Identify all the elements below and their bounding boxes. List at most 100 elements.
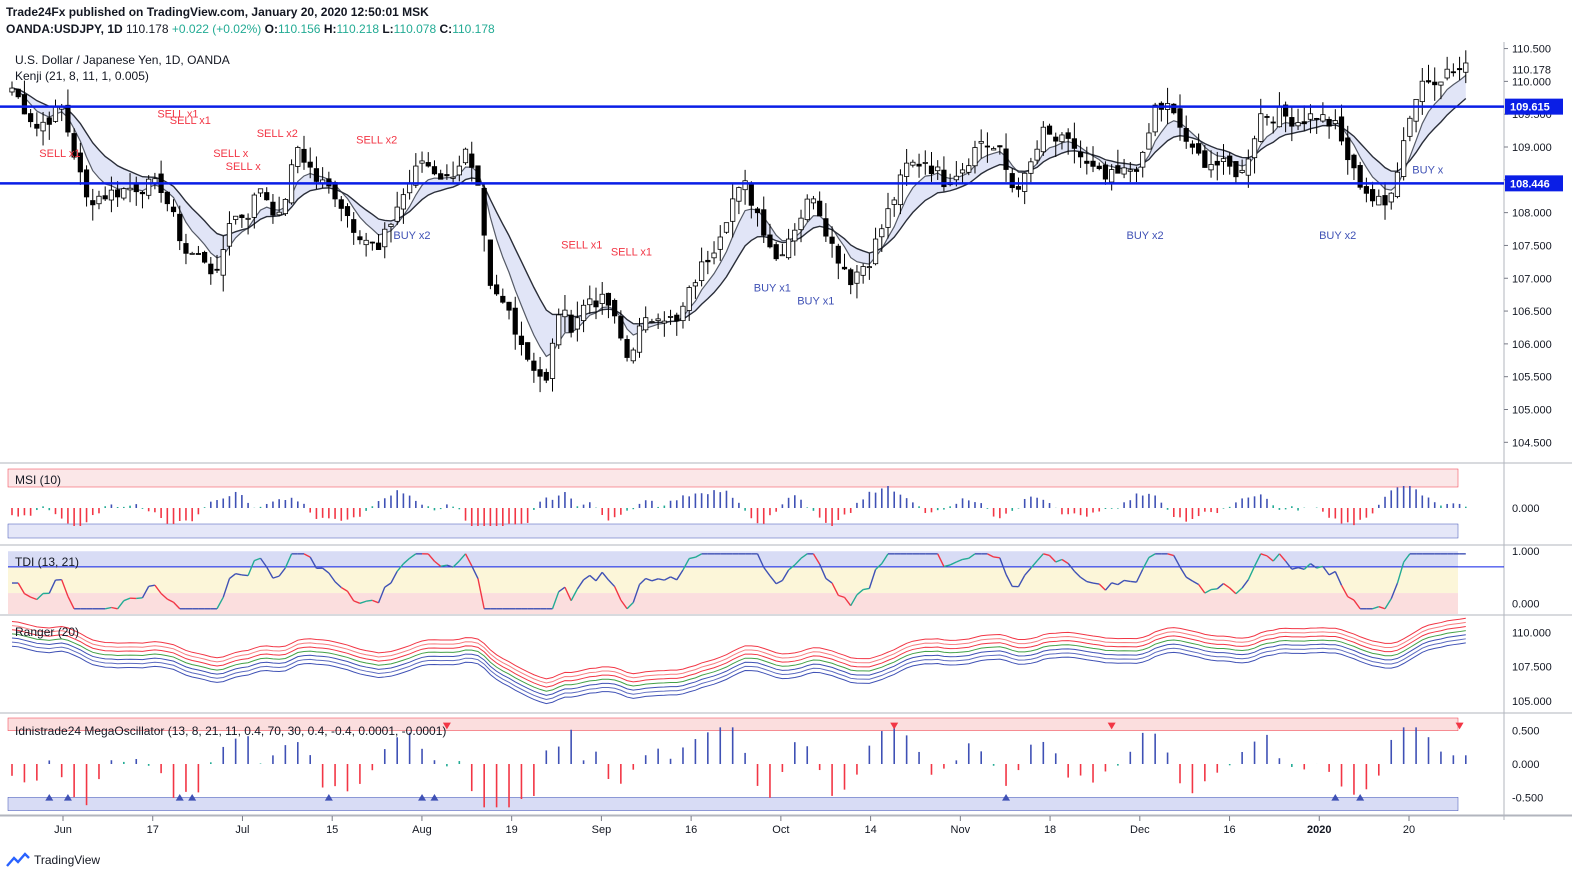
hline-price-tag — [1505, 98, 1563, 115]
candle-body — [1227, 155, 1233, 167]
kenji-cloud — [12, 75, 1466, 357]
main-pane-title: U.S. Dollar / Japanese Yen, 1D, OANDA — [15, 53, 230, 67]
tdi-segment — [1310, 563, 1318, 569]
candle-body — [425, 162, 431, 167]
candle-body — [897, 174, 904, 206]
candle-body — [916, 163, 922, 167]
buy-signal-label: BUY x1 — [797, 296, 834, 308]
tdi-segment — [819, 563, 827, 579]
candle-body — [108, 189, 115, 201]
candle-body — [170, 206, 177, 213]
candle-body — [1283, 104, 1289, 117]
tdi-segment — [968, 553, 976, 559]
tdi-segment — [999, 557, 1007, 575]
candle-body — [189, 252, 195, 255]
tdi-segment — [1185, 576, 1193, 582]
tdi-segment — [17, 582, 26, 594]
candle-body — [1177, 108, 1183, 128]
tdi-segment — [1086, 580, 1094, 584]
tdi-segment — [1266, 555, 1274, 562]
candle-body — [692, 282, 699, 287]
candle-body — [407, 183, 413, 194]
tdi-segment — [1017, 575, 1026, 587]
tdi-segment — [831, 582, 839, 596]
candle-body — [462, 148, 469, 164]
tdi-segment — [1278, 553, 1287, 562]
high-label: H: — [323, 22, 337, 36]
candle-body — [928, 165, 935, 175]
tdi-segment — [1061, 558, 1069, 565]
tdi-segment — [558, 586, 566, 593]
candle-body — [375, 242, 382, 250]
hline-price-label: 109.615 — [1510, 102, 1550, 114]
candle-body — [9, 87, 15, 93]
candle-body — [1115, 165, 1121, 174]
tdi-segment — [1067, 563, 1075, 572]
candle-body — [1202, 150, 1208, 168]
tdi-segment — [1135, 568, 1144, 583]
candle-body — [127, 187, 133, 191]
candle-body — [655, 318, 661, 322]
ranger-band-line — [11, 630, 1466, 692]
candle-body — [984, 145, 991, 148]
tdi-segment — [1073, 570, 1082, 578]
tdi-segment — [856, 589, 864, 596]
candle-body — [1028, 161, 1034, 174]
candle-body — [1407, 117, 1413, 137]
tdi-segment — [1030, 560, 1038, 569]
osc-tick-label: -0.500 — [1512, 792, 1543, 804]
candle-body — [450, 176, 456, 179]
candle-body — [239, 214, 245, 218]
tdi-segment — [30, 596, 38, 601]
tdi-segment — [676, 569, 684, 581]
time-tick-label: 20 — [1403, 824, 1415, 836]
candle-body — [1264, 116, 1270, 118]
candle-body — [251, 194, 257, 218]
candle-body — [1401, 140, 1407, 177]
low-label: L: — [382, 22, 394, 36]
candle-body — [1121, 167, 1127, 175]
tdi-segment — [24, 593, 31, 598]
candle-body — [1059, 134, 1065, 143]
tdi-segment — [794, 557, 802, 566]
tradingview-logo[interactable]: TradingView — [6, 852, 100, 868]
tdi-segment — [390, 570, 398, 584]
tdi-segment — [620, 599, 628, 610]
candle-body — [1351, 154, 1357, 169]
candle-body — [736, 187, 742, 202]
msi-lower-band — [7, 523, 1459, 539]
candle-body — [195, 253, 201, 255]
osc-buy-triangle — [1356, 794, 1365, 801]
tdi-segment — [1396, 561, 1405, 584]
candle-body — [1015, 186, 1022, 190]
tdi-segment — [167, 598, 174, 603]
buy-signal-label: BUY x2 — [1127, 230, 1164, 242]
candle-body — [785, 238, 792, 259]
tdi-segment — [863, 587, 870, 591]
tdi-segment — [843, 596, 852, 607]
candle-body — [1357, 165, 1363, 188]
tdi-segment — [67, 596, 75, 610]
candle-body — [46, 117, 52, 125]
candle-body — [121, 188, 127, 199]
tdi-segment — [788, 564, 796, 571]
candle-body — [705, 259, 711, 263]
candle-body — [910, 161, 916, 166]
candle-body — [1338, 116, 1345, 142]
osc-buy-triangle — [430, 794, 439, 801]
candle-body — [233, 215, 239, 220]
candle-body — [1102, 164, 1109, 180]
sell-signal-label: SELL x2 — [257, 128, 298, 140]
candle-body — [537, 369, 543, 377]
tdi-segment — [1334, 571, 1343, 586]
candle-body — [761, 209, 767, 236]
tdi-segment — [632, 584, 641, 603]
tdi-segment — [1322, 565, 1330, 576]
candle-body — [115, 189, 121, 198]
tdi-segment — [61, 579, 69, 597]
candle-body — [1239, 169, 1245, 173]
candle-body — [1270, 121, 1276, 124]
price-tick-label: 104.500 — [1512, 437, 1552, 449]
open-label: O: — [264, 22, 278, 36]
